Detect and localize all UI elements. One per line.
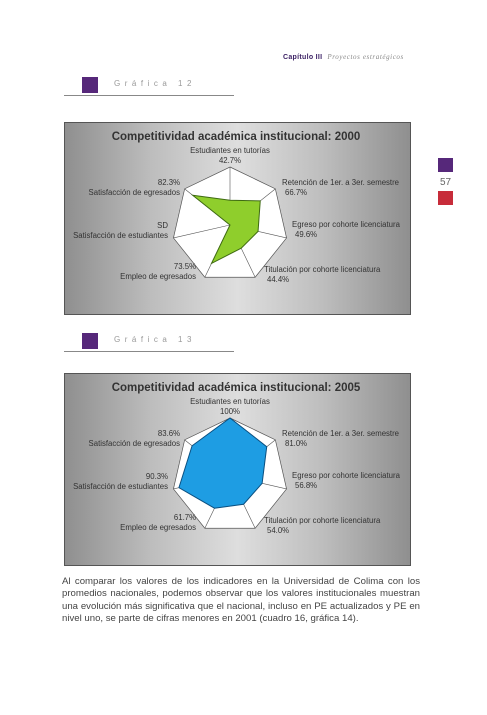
value-label: 90.3% <box>146 472 168 481</box>
chapter-subtitle: Proyectos estratégicos <box>327 53 404 61</box>
side-tab-purple <box>438 158 453 172</box>
body-paragraph: Al comparar los valores de los indicador… <box>62 576 420 624</box>
axis-label: Retención de 1er. a 3er. semestre <box>282 429 399 438</box>
graph-label-rule <box>64 351 234 352</box>
value-label: 42.7% <box>219 156 241 165</box>
graph-label-text: Gráfica 13 <box>114 335 196 344</box>
value-label: 56.8% <box>295 481 317 490</box>
graph-label-13: Gráfica 13 <box>64 333 234 355</box>
axis-label: Empleo de egresados <box>120 523 196 532</box>
graph-marker-square <box>82 333 98 349</box>
chapter-label: Capítulo III <box>283 54 323 61</box>
radar-spoke <box>173 224 231 239</box>
graph-label-12: Gráfica 12 <box>64 77 234 99</box>
value-label: 66.7% <box>285 188 307 197</box>
axis-label: Egreso por cohorte licenciatura <box>292 471 401 480</box>
running-header: Capítulo III Proyectos estratégicos <box>283 53 404 61</box>
radar-data-polygon <box>190 194 261 265</box>
side-tab-red <box>438 191 453 205</box>
chart-title: Competitividad académica institucional: … <box>112 131 361 143</box>
value-label: 54.0% <box>267 526 289 535</box>
value-label: SD <box>157 221 168 230</box>
axis-label: Estudiantes en tutorías <box>190 397 270 406</box>
radar-chart-2005: Competitividad académica institucional: … <box>64 373 411 566</box>
axis-label: Egreso por cohorte licenciatura <box>292 220 401 229</box>
axis-label: Satisfacción de estudiantes <box>73 482 168 491</box>
axis-label: Empleo de egresados <box>120 272 196 281</box>
value-label: 83.6% <box>158 429 180 438</box>
radar-chart-svg: Competitividad académica institucional: … <box>73 382 401 535</box>
radar-chart-svg: Competitividad académica institucional: … <box>73 131 401 284</box>
value-label: 81.0% <box>285 439 307 448</box>
graph-label-rule <box>64 95 234 96</box>
page-number: 57 <box>439 177 452 188</box>
value-label: 61.7% <box>174 513 196 522</box>
value-label: 49.6% <box>295 230 317 239</box>
radar-chart-2000: Competitividad académica institucional: … <box>64 122 411 315</box>
axis-label: Titulación por cohorte licenciatura <box>264 265 381 274</box>
axis-label: Retención de 1er. a 3er. semestre <box>282 178 399 187</box>
axis-label: Titulación por cohorte licenciatura <box>264 516 381 525</box>
axis-label: Satisfacción de egresados <box>89 439 181 448</box>
graph-label-text: Gráfica 12 <box>114 79 196 88</box>
axis-label: Satisfacción de estudiantes <box>73 231 168 240</box>
radar-data-polygon <box>178 417 268 509</box>
value-label: 82.3% <box>158 178 180 187</box>
value-label: 100% <box>220 407 240 416</box>
axis-label: Satisfacción de egresados <box>89 188 181 197</box>
graph-marker-square <box>82 77 98 93</box>
value-label: 44.4% <box>267 275 289 284</box>
value-label: 73.5% <box>174 262 196 271</box>
chart-title: Competitividad académica institucional: … <box>112 382 361 394</box>
axis-label: Estudiantes en tutorías <box>190 146 270 155</box>
